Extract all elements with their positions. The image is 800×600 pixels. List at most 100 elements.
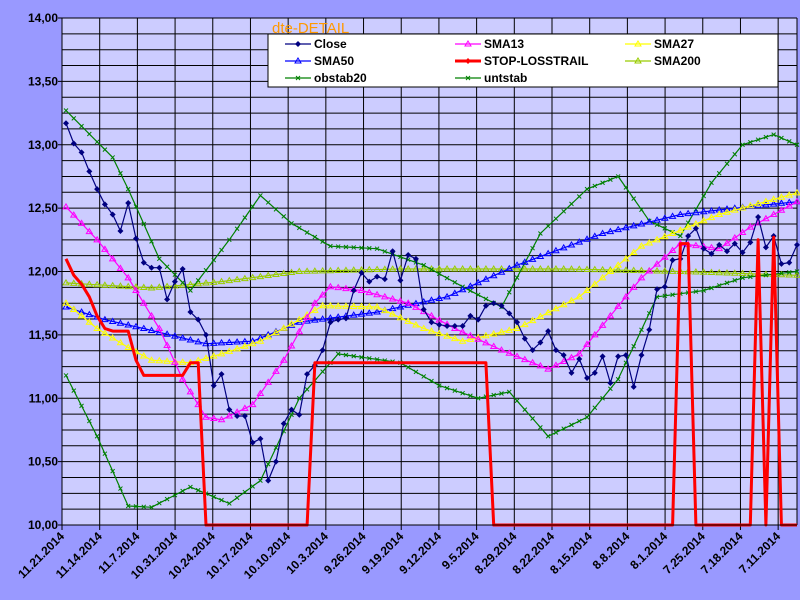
data-point (351, 353, 357, 359)
data-point (615, 353, 622, 360)
data-point (637, 266, 646, 274)
data-point (443, 292, 451, 300)
data-point (599, 353, 606, 360)
data-point (567, 241, 576, 248)
data-point (786, 259, 793, 266)
data-point (357, 286, 366, 294)
data-point (233, 338, 241, 345)
data-point (62, 303, 70, 310)
data-point (567, 265, 576, 272)
data-point (754, 201, 763, 209)
data-point (419, 264, 428, 272)
data-point (583, 340, 591, 347)
data-point (662, 226, 668, 231)
data-point (295, 327, 304, 335)
data-point (436, 321, 443, 328)
data-point (435, 329, 444, 337)
data-point (217, 415, 226, 423)
legend-marker (464, 40, 472, 47)
data-point (93, 235, 101, 243)
data-point (374, 357, 380, 362)
y-tick-label: 13,00 (28, 138, 58, 152)
data-point (217, 349, 226, 357)
data-point (497, 346, 506, 353)
data-point (225, 412, 234, 419)
data-point (264, 378, 273, 385)
data-point (708, 250, 715, 257)
data-point (762, 244, 769, 251)
data-point (240, 274, 249, 282)
y-tick-label: 14,00 (28, 11, 58, 25)
data-point (444, 385, 450, 391)
data-point (373, 290, 381, 298)
data-point (699, 216, 708, 224)
data-point (676, 210, 685, 217)
data-point (653, 235, 661, 243)
series-obstab20 (63, 108, 800, 310)
data-point (427, 311, 436, 319)
data-point (349, 302, 358, 309)
data-point (327, 319, 334, 326)
data-point (155, 356, 164, 364)
data-point (94, 139, 100, 145)
data-point (521, 335, 528, 342)
data-point (707, 213, 716, 221)
data-point (685, 233, 692, 240)
data-point (489, 264, 498, 272)
data-point (149, 504, 154, 510)
data-point (528, 264, 537, 272)
data-point (70, 140, 77, 147)
data-point (567, 296, 576, 304)
data-point (559, 264, 568, 272)
data-point (125, 186, 131, 192)
data-point (186, 280, 195, 287)
legend-label: Close (314, 37, 347, 51)
data-point (116, 264, 125, 271)
data-point (631, 343, 637, 349)
data-point (646, 326, 653, 333)
data-point (226, 501, 232, 506)
data-point (272, 328, 280, 336)
data-point (63, 373, 69, 378)
data-point (100, 315, 109, 323)
data-point (794, 241, 800, 248)
data-point (653, 260, 661, 267)
data-point (139, 299, 148, 306)
data-point (156, 256, 162, 262)
data-point (513, 264, 521, 272)
data-point (590, 265, 599, 273)
data-point (598, 265, 607, 273)
data-point (304, 371, 311, 378)
legend-marker (634, 57, 642, 64)
data-point (139, 324, 148, 332)
data-point (436, 383, 442, 388)
data-point (85, 280, 94, 287)
data-point (715, 210, 724, 217)
data-point (265, 461, 271, 467)
data-point (552, 347, 559, 354)
data-point (79, 123, 84, 129)
data-point (211, 494, 217, 500)
data-point (156, 500, 162, 506)
data-point (606, 227, 615, 235)
data-point (529, 347, 536, 354)
data-point (615, 174, 621, 179)
data-point (326, 266, 335, 274)
data-point (747, 239, 754, 246)
data-point (318, 290, 327, 298)
data-point (466, 264, 475, 272)
data-point (69, 279, 78, 286)
data-point (538, 425, 543, 430)
data-point (85, 318, 94, 325)
data-point (209, 352, 218, 359)
data-point (108, 334, 117, 341)
data-point (240, 404, 249, 411)
data-point (272, 367, 280, 374)
data-point (202, 413, 210, 420)
series-close (63, 120, 800, 484)
data-point (505, 264, 514, 272)
data-point (629, 221, 638, 229)
data-point (93, 324, 101, 332)
data-point (443, 332, 451, 339)
data-point (629, 248, 638, 255)
